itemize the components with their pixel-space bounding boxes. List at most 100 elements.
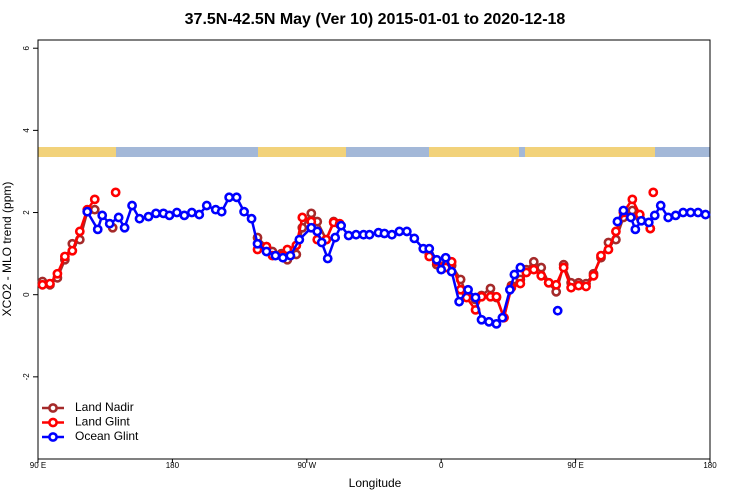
data-point	[558, 262, 569, 273]
data-point	[134, 213, 145, 224]
data-point	[581, 281, 591, 292]
data-point	[700, 209, 711, 220]
x-tick-label: 180	[703, 461, 717, 470]
data-point	[336, 220, 347, 231]
data-point	[379, 228, 390, 239]
data-point	[45, 278, 55, 289]
data-point	[440, 252, 451, 263]
data-point	[110, 187, 121, 198]
data-point	[394, 226, 405, 237]
data-point	[485, 283, 496, 294]
chart-title: 37.5N-42.5N May (Ver 10) 2015-01-01 to 2…	[185, 11, 566, 28]
data-point	[636, 215, 647, 226]
data-point	[436, 264, 447, 275]
data-point	[446, 266, 457, 277]
data-point	[82, 206, 93, 217]
map-ocean	[38, 147, 710, 157]
data-point	[97, 210, 108, 221]
map-land	[258, 147, 346, 157]
data-point	[693, 207, 703, 218]
data-point	[484, 316, 494, 327]
data-point	[648, 187, 659, 198]
map-strip	[38, 147, 710, 157]
data-point	[306, 208, 317, 219]
data-point	[322, 253, 333, 264]
data-point	[497, 312, 508, 323]
data-point	[270, 250, 281, 261]
data-point	[67, 245, 78, 256]
data-point	[611, 226, 621, 237]
data-point	[618, 205, 629, 216]
legend-label: Land Glint	[75, 415, 130, 429]
data-point	[612, 216, 623, 227]
x-tick-label: 0	[439, 461, 444, 470]
data-point	[252, 238, 263, 249]
data-point	[401, 226, 412, 237]
data-point	[343, 230, 354, 241]
data-point	[663, 212, 674, 223]
data-point	[603, 244, 614, 255]
data-point	[536, 270, 547, 281]
data-point	[364, 229, 375, 240]
data-point	[89, 194, 100, 205]
data-point	[246, 213, 257, 224]
plot-frame	[37, 39, 711, 460]
data-point	[476, 314, 487, 325]
x-axis-label: Longitude	[349, 476, 402, 490]
data-point	[515, 262, 526, 273]
y-tick-label: 6	[22, 45, 31, 50]
data-point	[655, 200, 666, 211]
data-point	[119, 222, 130, 233]
data-point	[455, 284, 466, 295]
data-point	[409, 233, 420, 244]
y-tick-label: 0	[22, 292, 31, 297]
data-point	[649, 210, 660, 221]
data-point	[543, 277, 554, 288]
data-point	[74, 226, 85, 237]
data-point	[164, 210, 175, 221]
data-point	[143, 211, 154, 222]
data-point	[424, 243, 435, 254]
data-point	[463, 284, 473, 295]
data-point	[239, 206, 249, 217]
y-tick-label: 2	[22, 210, 31, 215]
data-point	[504, 284, 515, 295]
data-point	[551, 279, 562, 290]
data-point	[552, 305, 563, 316]
data-point	[491, 291, 502, 302]
y-axis-label: XCO2 - MLO trend (ppm)	[0, 182, 14, 317]
data-point	[52, 268, 63, 279]
data-point	[201, 200, 212, 211]
data-point	[685, 207, 696, 218]
data-point	[573, 280, 584, 291]
data-point	[179, 210, 190, 221]
x-tick-label: 180	[166, 461, 180, 470]
data-point	[643, 217, 654, 228]
data-point	[596, 250, 606, 261]
map-land	[38, 147, 116, 157]
x-tick-label: 90 E	[567, 461, 583, 470]
data-point	[454, 296, 465, 307]
data-point	[113, 212, 124, 223]
data-point	[285, 250, 296, 261]
data-point	[297, 212, 308, 223]
y-tick-label: 4	[22, 128, 31, 133]
data-point	[89, 204, 100, 215]
data-point	[92, 224, 103, 235]
data-point	[528, 256, 539, 267]
data-point	[630, 224, 641, 235]
data-point	[231, 192, 242, 203]
data-point	[470, 292, 481, 303]
legend-marker	[48, 403, 58, 413]
data-point	[678, 207, 689, 218]
data-point	[151, 208, 161, 219]
data-point	[566, 282, 577, 293]
data-point	[261, 246, 272, 257]
legend-marker	[48, 432, 58, 442]
x-tick-label: 90 E	[30, 461, 46, 470]
map-land	[429, 147, 519, 157]
data-point	[491, 318, 502, 329]
data-point	[59, 251, 70, 262]
